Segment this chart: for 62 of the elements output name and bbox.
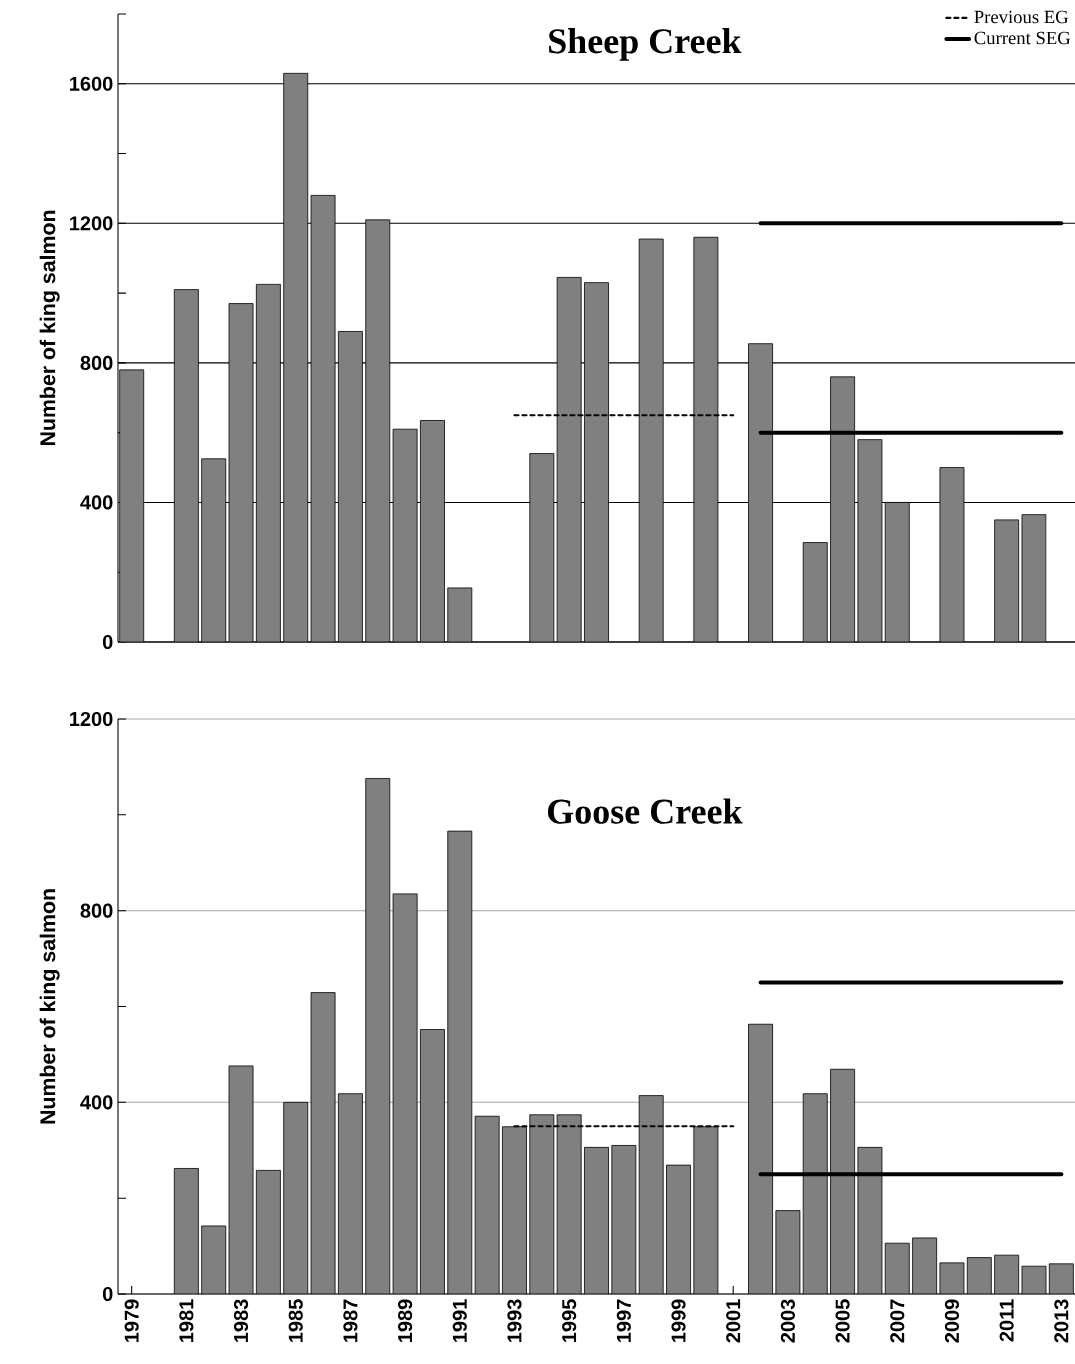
y-tick-label: 0 bbox=[102, 634, 113, 650]
y-tick-label: 0 bbox=[102, 1286, 113, 1302]
bar bbox=[475, 1116, 500, 1294]
bar bbox=[748, 1024, 773, 1294]
chart-title: Sheep Creek bbox=[549, 28, 742, 61]
bar bbox=[912, 1237, 937, 1294]
x-tick-label: 1979 bbox=[124, 1299, 139, 1342]
x-tick-label: 2013 bbox=[1054, 1299, 1069, 1343]
x-tick-label: 1991 bbox=[452, 1299, 467, 1342]
bar bbox=[885, 1243, 910, 1294]
y-tick-label: 1600 bbox=[70, 76, 113, 91]
bar bbox=[174, 1168, 199, 1294]
x-tick-label: 1995 bbox=[562, 1299, 577, 1342]
bar bbox=[229, 1065, 254, 1294]
bar bbox=[967, 1257, 992, 1294]
y-tick-label: 1200 bbox=[70, 216, 113, 231]
bar bbox=[639, 1095, 664, 1294]
x-tick-label: 1993 bbox=[507, 1299, 522, 1342]
y-tick-label: 800 bbox=[80, 903, 113, 918]
x-tick-label: 1989 bbox=[398, 1299, 413, 1342]
bar bbox=[256, 1170, 281, 1294]
bar bbox=[365, 778, 390, 1294]
x-tick-label: 2009 bbox=[944, 1299, 960, 1343]
bar bbox=[447, 831, 472, 1294]
bar bbox=[393, 893, 418, 1294]
x-tick-label: 1981 bbox=[179, 1299, 194, 1342]
bar bbox=[994, 1255, 1019, 1294]
x-tick-label: 1983 bbox=[233, 1299, 249, 1342]
legend-label: Previous EG bbox=[974, 10, 1069, 24]
x-tick-label: 2011 bbox=[999, 1299, 1014, 1342]
legend-label: Current SEG bbox=[974, 31, 1071, 45]
bar bbox=[803, 1093, 828, 1294]
text: Goose Creek bbox=[547, 798, 743, 824]
y-tick-label: 800 bbox=[80, 355, 113, 370]
y-axis-title: Number of king salmon bbox=[39, 210, 60, 446]
bar bbox=[611, 1145, 636, 1294]
x-tick-label: 2001 bbox=[726, 1299, 741, 1343]
bar bbox=[693, 1126, 718, 1294]
bar bbox=[775, 1210, 800, 1294]
bar bbox=[338, 1093, 363, 1294]
bar bbox=[502, 1126, 527, 1294]
bar bbox=[830, 1069, 855, 1294]
bar bbox=[1048, 1263, 1074, 1294]
x-tick-label: 1985 bbox=[288, 1299, 303, 1342]
x-tick-label: 1987 bbox=[343, 1299, 358, 1342]
bar bbox=[420, 1029, 445, 1294]
x-tick-label: 1997 bbox=[616, 1299, 631, 1342]
bar bbox=[201, 1225, 226, 1294]
bar bbox=[311, 992, 336, 1294]
bar bbox=[666, 1165, 691, 1294]
y-tick-label: 400 bbox=[80, 1095, 113, 1110]
x-tick-label: 2005 bbox=[835, 1299, 850, 1343]
bar bbox=[584, 1147, 609, 1294]
bar bbox=[529, 1114, 554, 1294]
y-axis-title: Number of king salmon bbox=[39, 889, 60, 1124]
bar bbox=[557, 1114, 582, 1294]
x-tick-label: 2003 bbox=[780, 1299, 795, 1343]
y-tick-label: 400 bbox=[80, 495, 113, 510]
x-tick-label: 1999 bbox=[671, 1299, 686, 1342]
x-tick-label: 2007 bbox=[890, 1299, 905, 1343]
y-tick-label: 1200 bbox=[70, 711, 113, 727]
bar bbox=[283, 1102, 308, 1294]
